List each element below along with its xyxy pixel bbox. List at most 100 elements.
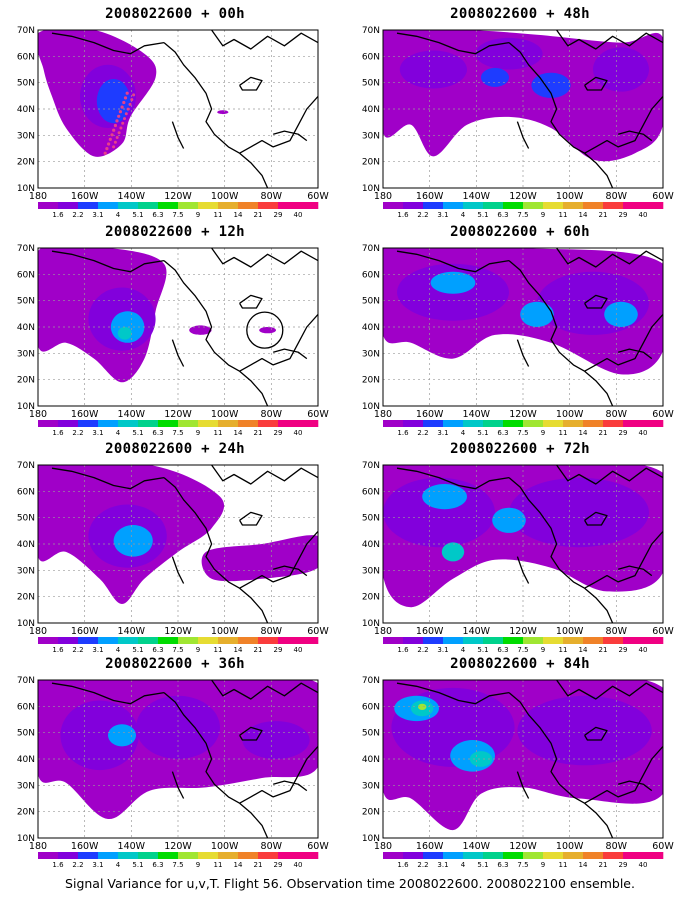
colorbar-swatch — [423, 202, 444, 209]
panel-title: 2008022600 + 36h — [105, 656, 245, 672]
lon-tick-label: 80W — [261, 191, 283, 202]
panel-title: 2008022600 + 00h — [105, 6, 245, 22]
flight-observation-point — [117, 131, 121, 135]
colorbar-swatch — [563, 202, 584, 209]
coastlines — [51, 30, 318, 188]
colorbar-swatch — [643, 637, 664, 644]
colorbar-swatch — [278, 202, 299, 209]
coastline — [239, 745, 318, 804]
colorbar-swatch — [603, 420, 624, 427]
lon-tick-label: 160W — [71, 626, 99, 637]
variance-contour — [217, 110, 229, 115]
flight-observation-point — [105, 147, 109, 151]
lat-tick-label: 40N — [362, 323, 380, 333]
colorbar-label: 1.6 — [397, 211, 409, 219]
coastline — [51, 250, 165, 273]
panel-title: 2008022600 + 24h — [105, 441, 245, 457]
lat-tick-label: 10N — [17, 619, 35, 629]
colorbar-label: 14 — [579, 861, 588, 869]
colorbar-label: 4 — [116, 211, 121, 219]
colorbar-label: 5.1 — [477, 861, 488, 869]
colorbar-swatch — [98, 420, 119, 427]
colorbar-swatch — [383, 637, 404, 644]
colorbar-label: 11 — [214, 429, 223, 437]
lat-tick-label: 40N — [362, 755, 380, 765]
lat-tick-label: 50N — [17, 514, 35, 524]
lon-tick-label: 180 — [29, 841, 47, 852]
coastline — [584, 530, 663, 589]
coastline — [273, 565, 308, 577]
lat-tick-label: 10N — [17, 834, 35, 844]
colorbar-swatch — [483, 420, 504, 427]
colorbar-swatch — [218, 420, 239, 427]
variance-field — [38, 30, 229, 157]
coastline — [584, 745, 663, 804]
colorbar-label: 14 — [234, 861, 243, 869]
colorbar-swatch — [443, 852, 464, 859]
lat-tick-label: 20N — [17, 376, 35, 386]
colorbar-swatch — [523, 420, 544, 427]
colorbar-label: 6.3 — [497, 646, 508, 654]
lat-tick-label: 20N — [17, 808, 35, 818]
colorbar-label: 1.6 — [397, 646, 409, 654]
colorbar-swatch — [258, 852, 279, 859]
colorbar-swatch — [198, 637, 219, 644]
lon-tick-label: 60W — [307, 626, 329, 637]
coastline — [239, 294, 263, 309]
colorbar-swatch — [298, 420, 319, 427]
colorbar-label: 6.3 — [152, 211, 163, 219]
coastline — [508, 42, 614, 188]
colorbar-label: 2.2 — [417, 211, 428, 219]
colorbar-label: 4 — [461, 429, 466, 437]
lon-tick-label: 80W — [261, 841, 283, 852]
lat-tick-label: 50N — [17, 79, 35, 89]
lat-tick-label: 40N — [17, 105, 35, 115]
colorbar-label: 40 — [639, 211, 648, 219]
lon-tick-label: 180 — [374, 626, 392, 637]
colorbar-swatch — [463, 202, 484, 209]
colorbar-label: 2.2 — [417, 429, 428, 437]
lat-tick-label: 30N — [362, 781, 380, 791]
colorbar-label: 6.3 — [152, 861, 163, 869]
coastline — [51, 32, 165, 55]
flight-observation-point — [115, 119, 119, 123]
colorbar-swatch — [258, 637, 279, 644]
coastline — [618, 130, 653, 142]
colorbar-label: 11 — [214, 211, 223, 219]
lon-tick-label: 60W — [652, 409, 674, 420]
colorbar-label: 7.5 — [172, 211, 183, 219]
colorbar-swatch — [38, 420, 59, 427]
panel-title: 2008022600 + 48h — [450, 6, 590, 22]
colorbar-label: 11 — [559, 429, 568, 437]
colorbar-swatch — [583, 420, 604, 427]
panel-title: 2008022600 + 12h — [105, 224, 245, 240]
map-panel-72h: 2008022600 + 72h 70N 60N 50N 40N 30N 20N 10N 18… — [355, 441, 685, 659]
colorbar-swatch — [198, 420, 219, 427]
colorbar-label: 9 — [196, 429, 200, 437]
coastlines — [51, 680, 318, 838]
colorbar-label: 6.3 — [497, 211, 508, 219]
colorbar-label: 2.2 — [72, 429, 83, 437]
colorbar-label: 14 — [579, 211, 588, 219]
colorbar-swatch — [58, 852, 79, 859]
colorbar-label: 21 — [254, 429, 263, 437]
colorbar-swatch — [523, 202, 544, 209]
colorbar-swatch — [383, 852, 404, 859]
colorbar-swatch — [583, 202, 604, 209]
coastline — [163, 42, 269, 188]
lon-tick-label: 120W — [164, 841, 192, 852]
coastline — [508, 260, 614, 406]
colorbar-label: 11 — [214, 646, 223, 654]
lon-tick-label: 120W — [164, 409, 192, 420]
colorbar-label: 21 — [599, 861, 608, 869]
variance-contour — [383, 477, 495, 548]
variance-contour — [117, 327, 132, 340]
coastline — [516, 339, 530, 367]
colorbar: 1.6 2.2 3.1 4 5.1 6.3 7.5 9 11 14 21 29 40 — [38, 420, 319, 437]
colorbar-label: 5.1 — [132, 646, 143, 654]
colorbar-label: 21 — [254, 646, 263, 654]
colorbar-label: 1.6 — [397, 429, 409, 437]
colorbar-label: 40 — [294, 646, 303, 654]
colorbar-swatch — [238, 420, 259, 427]
colorbar-swatch — [278, 852, 299, 859]
